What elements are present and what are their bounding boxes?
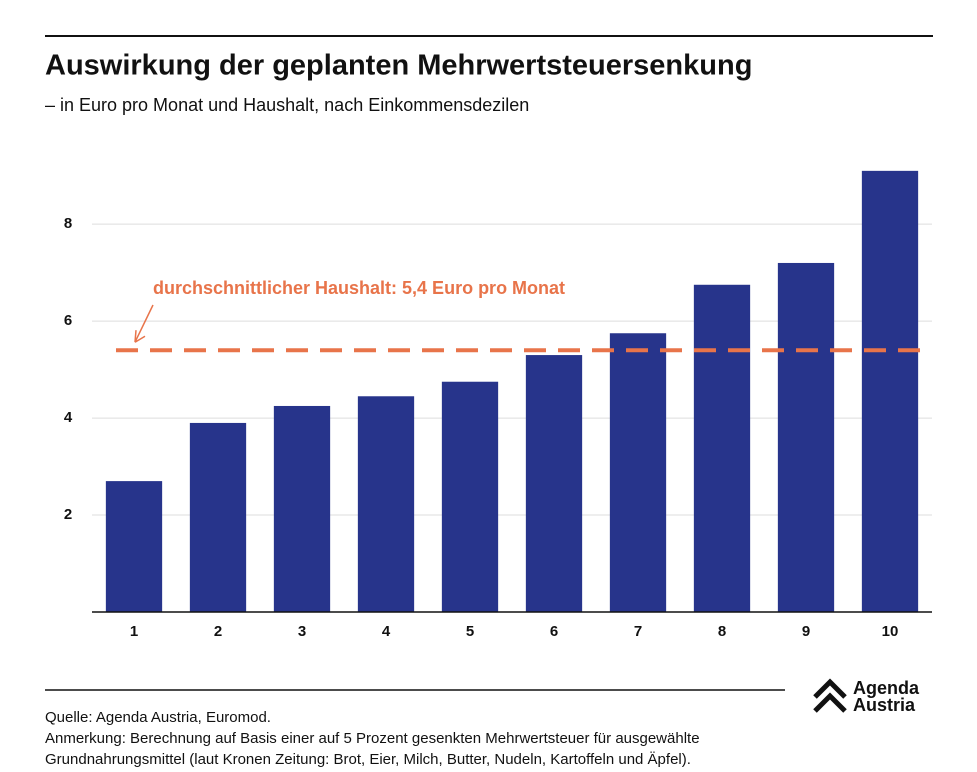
bar xyxy=(357,396,415,612)
x-tick-label: 8 xyxy=(718,623,726,640)
bar xyxy=(609,333,667,612)
x-tick-label: 5 xyxy=(466,623,474,640)
x-tick-label: 9 xyxy=(802,623,810,640)
y-tick-label: 6 xyxy=(64,312,72,329)
reference-label: durchschnittlicher Haushalt: 5,4 Euro pr… xyxy=(153,278,565,298)
bar xyxy=(189,422,247,612)
annotation-arrow xyxy=(134,304,154,343)
bar xyxy=(861,170,919,612)
x-tick-label: 1 xyxy=(130,623,138,640)
x-tick-label: 4 xyxy=(382,623,391,640)
y-tick-label: 2 xyxy=(64,506,72,523)
x-tick-label: 10 xyxy=(882,623,899,640)
chart-title: Auswirkung der geplanten Mehrwertsteuers… xyxy=(45,50,752,82)
logo-text: Austria xyxy=(853,695,916,715)
bar xyxy=(441,381,499,612)
source-note: Grundnahrungsmittel (laut Kronen Zeitung… xyxy=(45,751,691,768)
source-note: Anmerkung: Berechnung auf Basis einer au… xyxy=(45,730,700,747)
x-tick-label: 7 xyxy=(634,623,642,640)
y-tick-label: 8 xyxy=(64,215,72,232)
chart-subtitle: – in Euro pro Monat und Haushalt, nach E… xyxy=(45,95,529,115)
x-tick-label: 6 xyxy=(550,623,558,640)
bar xyxy=(525,355,583,612)
bar xyxy=(105,481,163,612)
source-note: Quelle: Agenda Austria, Euromod. xyxy=(45,709,271,726)
y-tick-label: 4 xyxy=(64,409,73,426)
bar xyxy=(777,262,835,612)
x-tick-label: 3 xyxy=(298,623,306,640)
bar xyxy=(273,405,331,612)
logo: Agenda Austria xyxy=(813,678,920,715)
logo-icon xyxy=(813,678,847,713)
bar xyxy=(693,284,751,612)
x-tick-label: 2 xyxy=(214,623,222,640)
logo-text: Agenda xyxy=(853,678,920,698)
